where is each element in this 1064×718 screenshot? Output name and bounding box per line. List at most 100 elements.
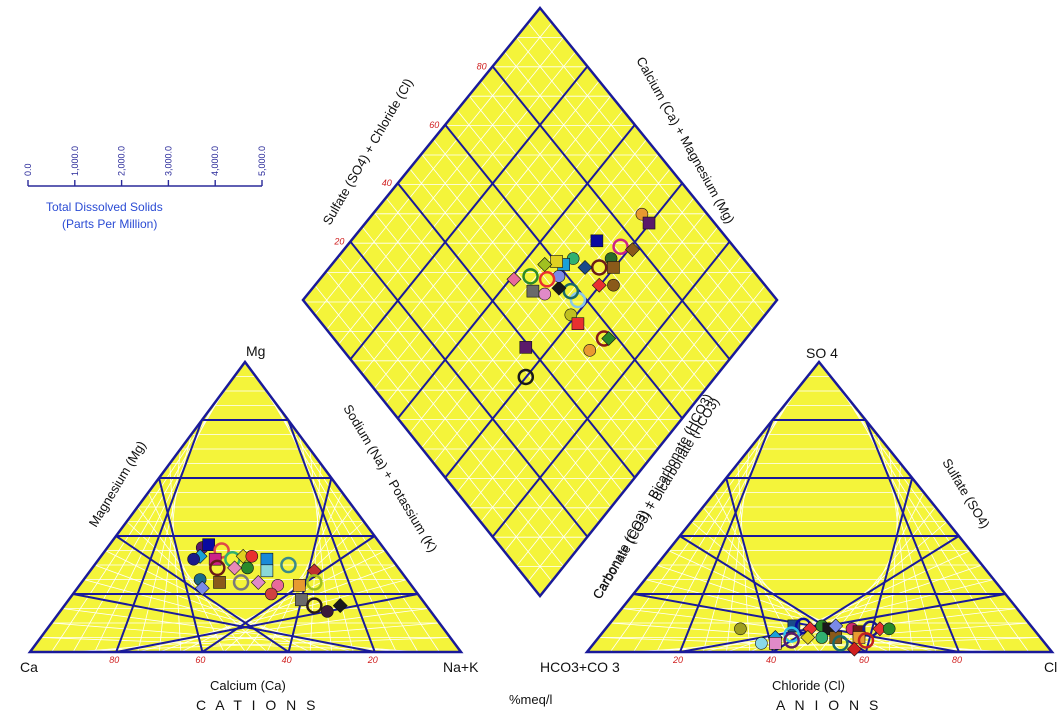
diamond-data-point	[506, 271, 522, 287]
cation-data-point	[306, 574, 323, 591]
cation-points	[187, 538, 348, 618]
cation-data-point	[187, 552, 200, 566]
diamond-tick-label: 60	[429, 120, 439, 130]
anion-grid: 20 40 60 80	[584, 360, 1055, 665]
diamond-data-point	[583, 344, 597, 357]
diamond-data-point	[517, 368, 535, 386]
diamond-fine-gridline	[515, 36, 754, 330]
cation-fine-gridline	[180, 550, 386, 653]
diamond-major-gridline	[444, 182, 683, 479]
diamond-data-point	[522, 268, 539, 285]
cation-data-point	[332, 598, 348, 614]
cation-bottom-axis-label: Calcium (Ca)	[210, 678, 286, 693]
diamond-fine-gridline	[456, 197, 695, 493]
cation-corner-ca: Ca	[20, 659, 38, 675]
cation-data-point	[306, 563, 322, 579]
anion-data-point	[857, 632, 875, 649]
diamond-data-point	[526, 284, 540, 298]
cation-data-point	[260, 564, 274, 578]
cation-tick-label: 60	[195, 655, 205, 665]
anion-outline	[584, 360, 1055, 654]
anion-section-label: A N I O N S	[776, 697, 881, 713]
cation-tick-label: 80	[109, 655, 119, 665]
cation-fine-gridline	[105, 550, 311, 653]
anion-bottom-axis-label: Chloride (Cl)	[772, 678, 845, 693]
cation-data-point	[295, 593, 308, 607]
diamond-data-point	[612, 238, 629, 255]
cation-major-gridline	[116, 593, 418, 653]
cation-outline	[27, 359, 464, 654]
anion-data-point	[783, 626, 800, 643]
anion-tick-label: 60	[859, 655, 869, 665]
diamond-data-point	[537, 257, 553, 272]
tds-tick-label: 0.0	[23, 163, 33, 176]
diamond-points	[506, 207, 656, 386]
diamond-data-point	[577, 260, 593, 275]
anion-tick-label: 20	[672, 655, 683, 665]
diamond-major-gridline	[397, 182, 636, 479]
anion-corner-so4: SO 4	[806, 345, 838, 361]
cation-data-point	[245, 549, 259, 563]
cation-major-gridline	[158, 477, 204, 653]
cation-data-point	[232, 574, 250, 591]
diamond-tick-label: 40	[382, 178, 392, 188]
anion-data-point	[828, 618, 844, 634]
diamond-fine-gridline	[515, 270, 754, 567]
diamond-grid: 20 40 60 80	[301, 6, 779, 598]
cation-data-point	[264, 587, 278, 601]
diamond-data-point	[519, 341, 533, 354]
cation-tick-label: 20	[367, 655, 378, 665]
tds-tick-label: 2,000.0	[117, 146, 127, 176]
diamond-data-point	[601, 331, 617, 346]
anion-data-point	[800, 630, 816, 645]
cation-data-point	[306, 597, 323, 614]
cation-triangle: 80 60 40 20 Ca Mg Na+K Calcium (Ca) Magnesi…	[20, 343, 479, 713]
cation-data-point	[202, 538, 215, 552]
anion-data-point	[815, 631, 829, 644]
diamond-fine-gridline	[504, 255, 742, 552]
cation-data-point	[213, 542, 230, 559]
diamond-data-point	[551, 280, 567, 296]
cation-major-gridline	[287, 477, 333, 653]
diamond-data-point	[591, 277, 607, 293]
diamond-major-gridline	[397, 124, 636, 420]
diamond-fine-gridline	[421, 153, 659, 449]
diamond-data-point	[642, 216, 656, 230]
anion-data-point	[755, 636, 768, 650]
anion-data-point	[846, 641, 862, 657]
cation-tick-label: 40	[282, 655, 292, 665]
diamond-fine-gridline	[504, 51, 742, 345]
tds-tick-label: 1,000.0	[70, 146, 80, 176]
diamond-outline	[301, 6, 779, 598]
anion-data-point	[783, 632, 800, 649]
diamond-fine-gridline	[433, 139, 671, 434]
cation-data-point	[241, 561, 254, 575]
anion-right-axis-label: Sulfate (SO4)	[939, 456, 992, 531]
cation-data-point	[194, 580, 210, 596]
diamond-data-point	[625, 242, 640, 258]
diamond-major-gridline	[349, 240, 589, 538]
anion-major-gridline	[679, 593, 1006, 653]
diamond-fine-gridline	[433, 168, 671, 464]
cation-data-point	[213, 576, 226, 589]
cation-data-point	[260, 552, 274, 566]
cation-fine-gridline	[51, 622, 418, 653]
diamond-tick-label: 20	[333, 237, 344, 247]
cation-major-gridline	[201, 535, 376, 653]
anion-triangle: 20 40 60 80 HCO3+CO 3 SO 4 Cl Chloride (Cl)…	[540, 345, 1057, 713]
cation-data-point	[227, 560, 243, 576]
tds-scale: Total Dissolved Solids (Parts Per Millio…	[23, 146, 267, 231]
anion-points	[734, 617, 896, 657]
cation-data-point	[209, 559, 226, 577]
units-label: %meq/l	[509, 692, 552, 707]
tds-tick-label: 5,000.0	[257, 146, 267, 176]
cation-data-point	[250, 574, 266, 590]
diamond-fine-gridline	[468, 212, 707, 508]
diamond-fine-gridline	[468, 95, 707, 390]
tds-label-line1: Total Dissolved Solids	[46, 200, 163, 214]
cation-section-label: C A T I O N S	[196, 697, 319, 713]
cation-data-point	[280, 556, 297, 574]
diamond-major-gridline	[349, 65, 589, 360]
cation-data-point	[292, 578, 306, 592]
diamond-data-point	[590, 234, 604, 248]
